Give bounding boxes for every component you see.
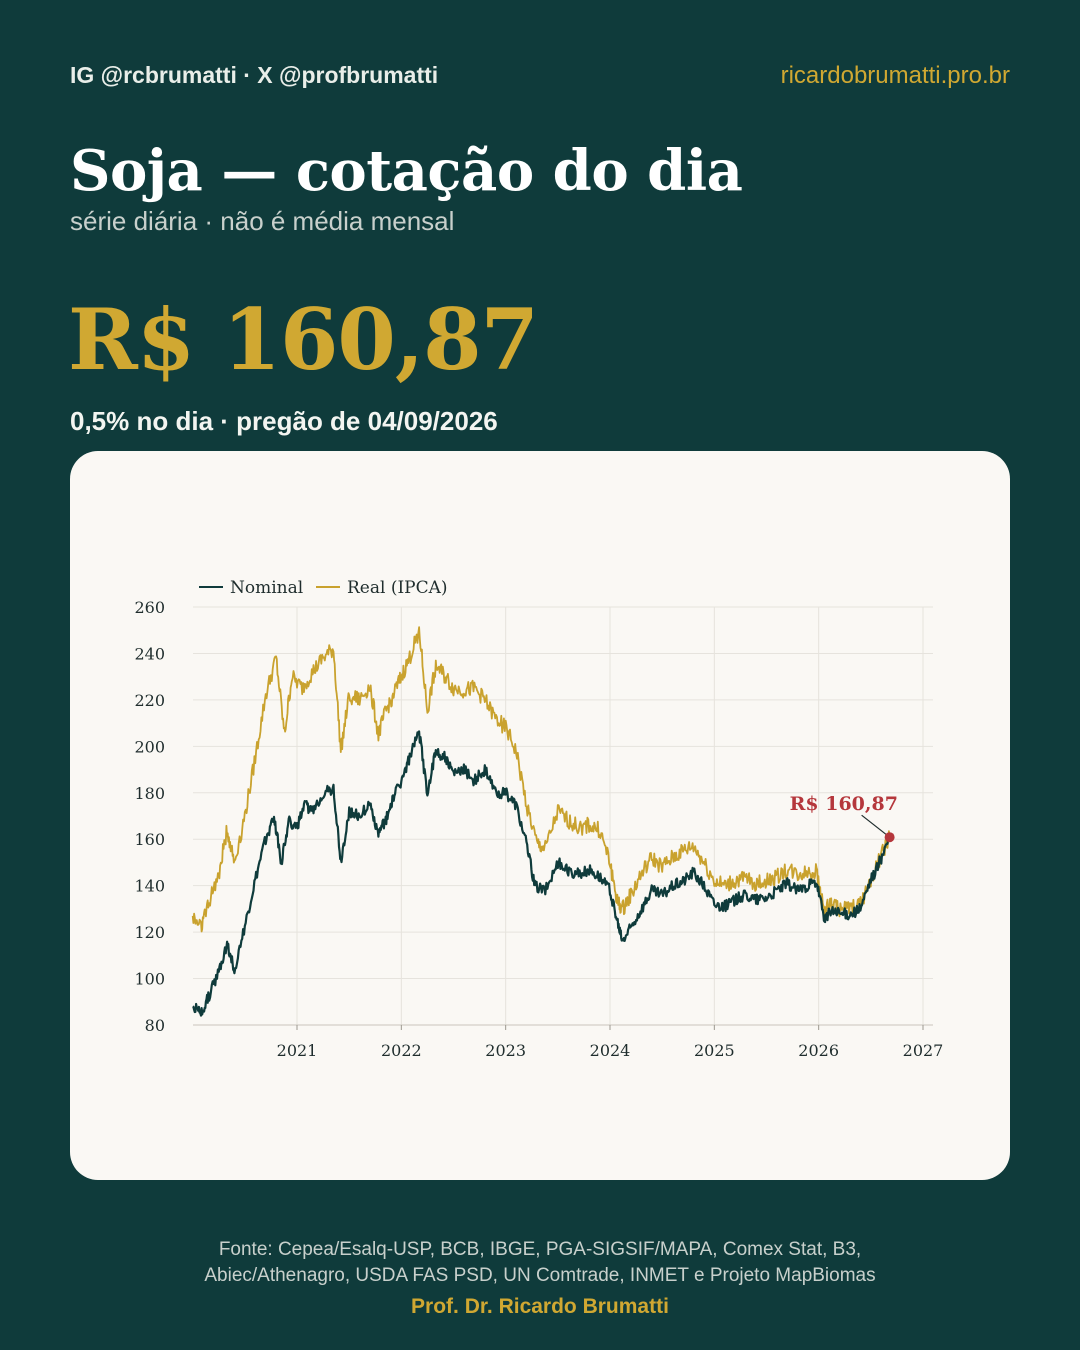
y-tick-label: 220 — [134, 691, 165, 710]
source-note: Fonte: Cepea/Esalq-USP, BCB, IBGE, PGA-S… — [0, 1237, 1080, 1289]
last-value-marker — [884, 832, 895, 843]
annotation-label: R$ 160,87 — [790, 793, 898, 815]
source-line-2: Abiec/Athenagro, USDA FAS PSD, UN Comtra… — [204, 1265, 876, 1286]
x-tick-label: 2023 — [485, 1041, 526, 1060]
annotation-leader — [861, 814, 890, 838]
page-title: Soja — cotação do dia — [70, 138, 743, 204]
social-handles: IG @rcbrumatti · X @profbrumatti — [70, 62, 439, 88]
y-tick-label: 180 — [134, 784, 165, 803]
y-tick-label: 120 — [134, 923, 165, 942]
price-chart: 80 100 120 140 160 180 200 220 240 260 2021 2022 202… — [134, 578, 944, 1060]
current-price: R$ 160,87 — [68, 290, 539, 389]
source-line-1: Fonte: Cepea/Esalq-USP, BCB, IBGE, PGA-S… — [218, 1239, 862, 1260]
page-subtitle: série diária · não é média mensal — [70, 206, 455, 236]
y-tick-label: 100 — [134, 970, 165, 989]
chart-card: 80 100 120 140 160 180 200 220 240 260 2021 2022 202… — [70, 451, 1010, 1180]
author-credit: Prof. Dr. Ricardo Brumatti — [411, 1295, 669, 1318]
legend-label: Real (IPCA) — [347, 578, 448, 598]
x-tick-label: 2025 — [694, 1041, 735, 1060]
x-tick-label: 2022 — [381, 1041, 422, 1060]
y-tick-label: 260 — [134, 598, 165, 617]
y-tick-label: 200 — [134, 737, 165, 756]
y-tick-label: 140 — [134, 877, 165, 896]
x-tick-label: 2026 — [798, 1041, 839, 1060]
x-tick-label: 2021 — [277, 1041, 318, 1060]
y-tick-label: 80 — [145, 1016, 165, 1035]
daily-change: 0,5% no dia · pregão de 04/09/2026 — [70, 406, 498, 436]
legend-label: Nominal — [230, 578, 303, 598]
website-link[interactable]: ricardobrumatti.pro.br — [780, 62, 1010, 89]
x-tick-label: 2027 — [903, 1041, 944, 1060]
y-tick-label: 160 — [134, 830, 165, 849]
series-line-nominal — [192, 730, 891, 1017]
series-line-real — [191, 626, 891, 933]
y-tick-label: 240 — [134, 644, 165, 663]
x-tick-label: 2024 — [590, 1041, 631, 1060]
